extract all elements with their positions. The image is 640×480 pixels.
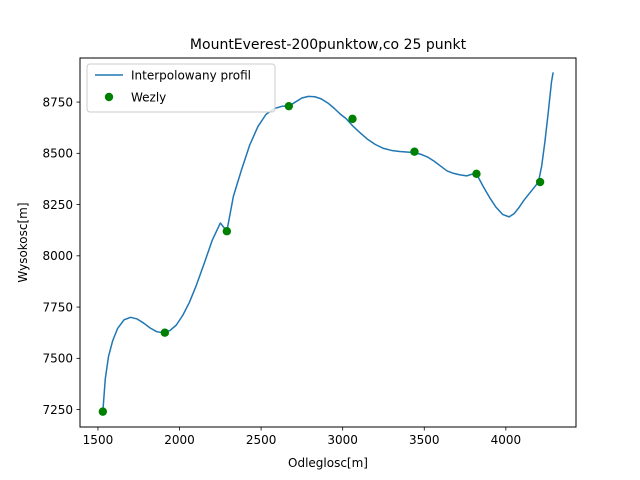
plot-frame <box>79 57 577 428</box>
x-tick-label: 2000 <box>164 433 195 447</box>
legend-box <box>86 63 276 113</box>
x-tick-label: 3000 <box>327 433 358 447</box>
node-point <box>535 177 545 187</box>
legend-marker-swatch <box>104 92 114 102</box>
legend: Interpolowany profil Wezly <box>86 63 276 113</box>
plot-area <box>98 72 554 416</box>
y-tick-label: 8250 <box>42 198 73 212</box>
node-point <box>472 169 481 179</box>
node-point <box>160 328 170 337</box>
y-tick-label: 8000 <box>42 249 73 263</box>
axis-ticks: 1500 2000 2500 3000 3500 4000 7250 7500 7750 8000… <box>42 95 521 447</box>
legend-label-line: Interpolowany profil <box>131 69 251 83</box>
x-tick-label: 2500 <box>246 433 277 447</box>
y-tick-label: 7500 <box>42 352 73 366</box>
y-axis-label: Wysokosc[m] <box>16 202 30 282</box>
legend-label-markers: Wezly <box>131 91 166 105</box>
chart-title: MountEverest-200punktow,co 25 punkt <box>190 37 467 53</box>
node-point <box>284 101 294 111</box>
y-tick-label: 7250 <box>42 403 73 417</box>
x-tick-label: 4000 <box>491 433 522 447</box>
y-tick-label: 8750 <box>42 95 73 109</box>
x-axis-label: Odleglosc[m] <box>288 456 368 470</box>
node-point <box>222 227 232 236</box>
x-tick-label: 1500 <box>83 433 114 447</box>
x-tick-label: 3500 <box>409 433 440 447</box>
node-point <box>348 114 357 124</box>
y-tick-label: 8500 <box>42 147 73 161</box>
node-point <box>410 147 419 156</box>
series-line-interpolated-profile <box>102 72 554 412</box>
node-point <box>98 407 108 416</box>
y-tick-label: 7750 <box>42 300 73 314</box>
